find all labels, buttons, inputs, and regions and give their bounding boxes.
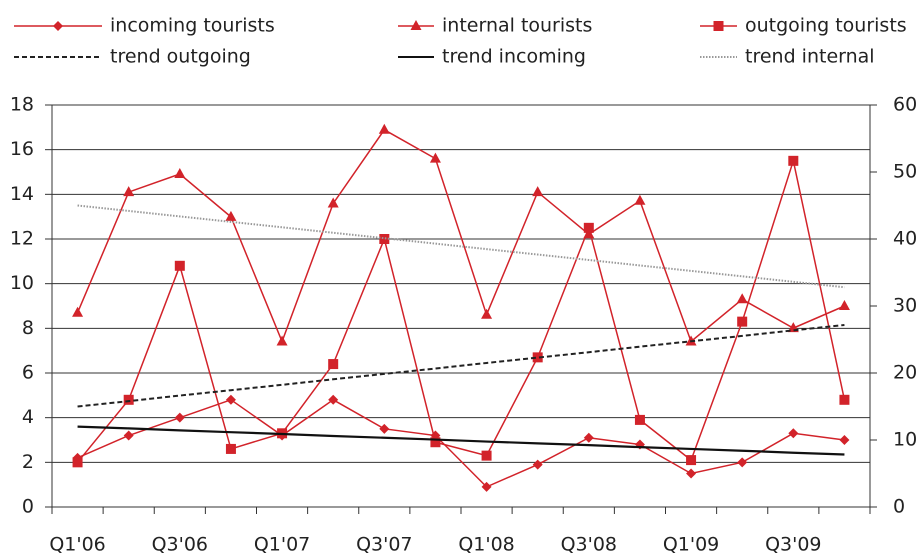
trend-line <box>77 204 845 289</box>
marker <box>838 300 850 310</box>
x-tick-label: Q3'06 <box>152 534 208 556</box>
marker <box>123 394 134 405</box>
y-tick-label: 10 <box>10 272 34 294</box>
marker <box>379 234 390 244</box>
x-tick-label: Q3'08 <box>561 534 617 556</box>
y-tick-label: 0 <box>22 496 34 518</box>
marker <box>634 414 645 425</box>
marker <box>379 423 390 434</box>
legend-label: trend incoming <box>442 46 586 68</box>
marker <box>481 308 493 319</box>
y2-tick-label: 30 <box>893 295 917 317</box>
marker <box>532 459 543 470</box>
x-tick-label: Q1'09 <box>663 534 719 556</box>
marker <box>532 186 544 197</box>
marker <box>123 430 134 441</box>
series-line <box>76 157 846 463</box>
x-tick-label: Q3'09 <box>765 534 821 556</box>
marker <box>72 306 84 317</box>
marker <box>788 428 799 439</box>
marker <box>225 210 237 221</box>
y-tick-label: 2 <box>22 451 34 473</box>
legend-label: outgoing tourists <box>745 15 907 37</box>
marker <box>225 443 236 454</box>
marker <box>686 468 697 479</box>
y-tick-label: 14 <box>10 183 34 205</box>
x-tick-label: Q1'06 <box>49 534 105 556</box>
marker <box>174 168 186 179</box>
series-line <box>76 128 845 344</box>
marker <box>839 394 850 405</box>
y-tick-label: 4 <box>22 406 34 428</box>
y2-tick-label: 60 <box>893 94 917 116</box>
legend-marker <box>410 20 422 30</box>
marker <box>429 152 441 163</box>
series-line <box>77 398 845 488</box>
marker <box>583 222 594 233</box>
legend-marker <box>713 21 724 31</box>
marker <box>378 123 390 134</box>
legend-label: incoming tourists <box>110 15 275 37</box>
legend-label: trend internal <box>745 46 875 68</box>
trend-line <box>77 425 845 456</box>
marker <box>737 457 748 468</box>
marker <box>72 457 83 468</box>
legend-label: trend outgoing <box>110 46 251 68</box>
marker <box>839 435 850 445</box>
marker <box>328 394 339 405</box>
y2-tick-label: 40 <box>893 228 917 250</box>
x-tick-label: Q3'07 <box>356 534 412 556</box>
y2-tick-label: 0 <box>893 496 905 518</box>
marker <box>174 412 185 423</box>
y-tick-label: 6 <box>22 362 34 384</box>
y2-tick-label: 20 <box>893 362 917 384</box>
y-tick-label: 16 <box>10 138 34 160</box>
marker <box>328 359 339 370</box>
legend-label: internal tourists <box>442 15 592 37</box>
trend-line <box>77 323 845 408</box>
marker <box>686 455 697 466</box>
x-tick-label: Q1'07 <box>254 534 310 556</box>
marker <box>430 437 441 448</box>
x-tick-label: Q1'08 <box>458 534 514 556</box>
marker <box>737 316 748 327</box>
y2-tick-label: 50 <box>893 161 917 183</box>
y-tick-label: 12 <box>10 228 34 250</box>
marker <box>481 481 492 492</box>
marker <box>276 335 288 346</box>
marker <box>532 352 543 363</box>
marker <box>583 432 594 443</box>
legend-marker <box>53 21 63 31</box>
marker <box>123 186 135 197</box>
marker <box>327 197 339 208</box>
marker <box>481 450 492 461</box>
y2-tick-label: 10 <box>893 429 917 451</box>
y-tick-label: 8 <box>22 317 34 339</box>
y-tick-label: 18 <box>10 94 34 116</box>
marker <box>788 155 799 166</box>
marker <box>736 293 748 304</box>
marker <box>225 394 236 405</box>
marker <box>174 260 185 271</box>
marker <box>634 194 646 205</box>
